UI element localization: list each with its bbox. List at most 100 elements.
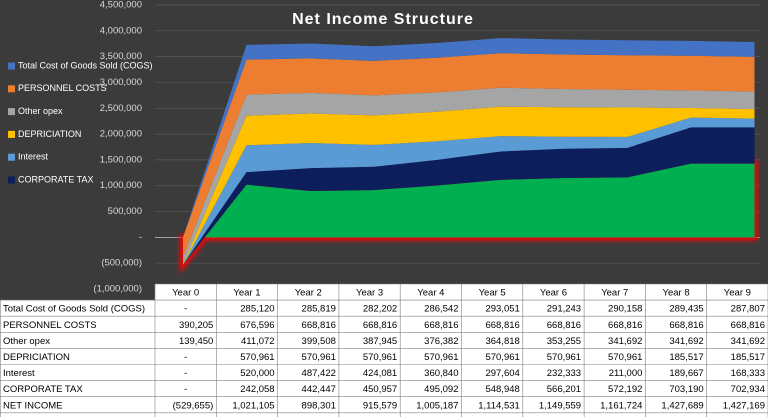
table-cell: 341,692 [731,336,765,347]
table-cell: 282,202 [363,304,397,315]
table-header: Year 5 [479,288,506,299]
table-cell: 898,301 [302,400,336,411]
table-cell: 566,201 [547,384,581,395]
y-tick-label: 2,000,000 [100,129,142,140]
table-cell: 1,161,724 [600,400,642,411]
table-cell: 341,692 [669,336,703,347]
y-tick-label: 1,000,000 [100,180,142,191]
table-cell: 364,818 [485,336,519,347]
table-cell: 668,816 [424,320,458,331]
table-cell: - [184,352,187,363]
table-cell: 570,961 [424,352,458,363]
table-cell: 360,840 [424,368,458,379]
table-cell: 168,333 [731,368,765,379]
table-cell: 676,596 [240,320,274,331]
table-cell: 185,517 [731,352,765,363]
table-header: Year 8 [662,288,689,299]
table-header: Year 7 [601,288,628,299]
chart-title: Net Income Structure [292,11,474,28]
table-row-label: Total Cost of Goods Sold (COGS) [3,304,145,315]
legend-swatch [8,153,15,161]
legend-label: Interest [18,152,49,162]
table-cell: 387,945 [363,336,397,347]
table-cell: - [184,368,187,379]
table-header: Year 4 [417,288,444,299]
table-cell: 424,081 [363,368,397,379]
table-header: Year 3 [356,288,383,299]
table-cell: 1,149,559 [539,400,581,411]
y-tick-label: 3,500,000 [100,51,142,62]
table-cell: 185,517 [669,352,703,363]
table-cell: 570,961 [485,352,519,363]
area [183,163,755,265]
y-tick-label: 4,000,000 [100,25,142,36]
legend-swatch [8,85,15,93]
table-cell: 285,120 [240,304,274,315]
table-cell: 495,092 [424,384,458,395]
table-header: Year 2 [295,288,322,299]
table-cell: 520,000 [240,368,274,379]
table-cell: 570,961 [547,352,581,363]
y-tick-label: 3,000,000 [100,77,142,88]
table-cell: 450,957 [363,384,397,395]
table-header: Year 0 [172,288,199,299]
table-cell: - [184,384,187,395]
y-tick-label: (500,000) [101,258,142,269]
table-cell: 572,192 [608,384,642,395]
legend-label: PERSONNEL COSTS [18,83,107,93]
legend-label: CORPORATE TAX [18,174,94,184]
table-cell: 915,579 [363,400,397,411]
table-cell: 668,816 [302,320,336,331]
table-cell: 211,000 [609,368,643,379]
table-cell: 341,692 [608,336,642,347]
table-cell: 668,816 [363,320,397,331]
table-cell: 287,807 [731,304,765,315]
y-tick-label: 500,000 [108,206,142,217]
table-cell: 570,961 [240,352,274,363]
table-cell: 1,021,105 [232,400,274,411]
table-row-label: NET INCOME [3,400,62,411]
table-cell: 570,961 [363,352,397,363]
table-cell: 570,961 [608,352,642,363]
legend-swatch [8,108,15,116]
table-cell: 139,450 [179,336,213,347]
area [183,117,755,265]
table-cell: 297,604 [485,368,519,379]
table-cell: 376,382 [424,336,458,347]
table-cell: 285,819 [302,304,336,315]
table-row-label: Interest [3,368,35,379]
table-cell: 189,667 [669,368,703,379]
table-cell: 286,542 [424,304,458,315]
y-tick-label: 1,500,000 [100,154,142,165]
table-cell: 390,205 [179,320,213,331]
table-cell: 289,435 [669,304,703,315]
table-cell: 242,058 [240,384,274,395]
table-header: Year 1 [233,288,260,299]
legend-label: Total Cost of Goods Sold (COGS) [18,60,153,70]
y-tick-label: (1,000,000) [93,284,142,295]
table-cell: 703,190 [669,384,703,395]
table-cell: 570,961 [302,352,336,363]
table-row-label: DEPRICIATION [3,352,70,363]
table-cell: 1,427,169 [723,400,765,411]
table-cell: 668,816 [731,320,765,331]
table-cell: 442,447 [302,384,336,395]
table-cell: 399,508 [302,336,336,347]
table-cell: 668,816 [547,320,581,331]
table-cell: 548,948 [485,384,519,395]
table-cell: 411,072 [241,336,275,347]
table-cell: 293,051 [485,304,519,315]
table-header: Year 6 [540,288,567,299]
table-cell: 353,255 [547,336,581,347]
table-cell: 291,243 [547,304,581,315]
legend-label: Other opex [18,106,63,116]
y-tick-label: 4,500,000 [100,0,142,11]
area [183,53,755,258]
table-header: Year 9 [724,288,751,299]
table-row-label: CORPORATE TAX [3,384,83,395]
y-tick-label: 2,500,000 [100,103,142,114]
table-cell: 668,816 [608,320,642,331]
table-cell: 1,005,187 [416,400,458,411]
table-cell: 290,158 [608,304,642,315]
